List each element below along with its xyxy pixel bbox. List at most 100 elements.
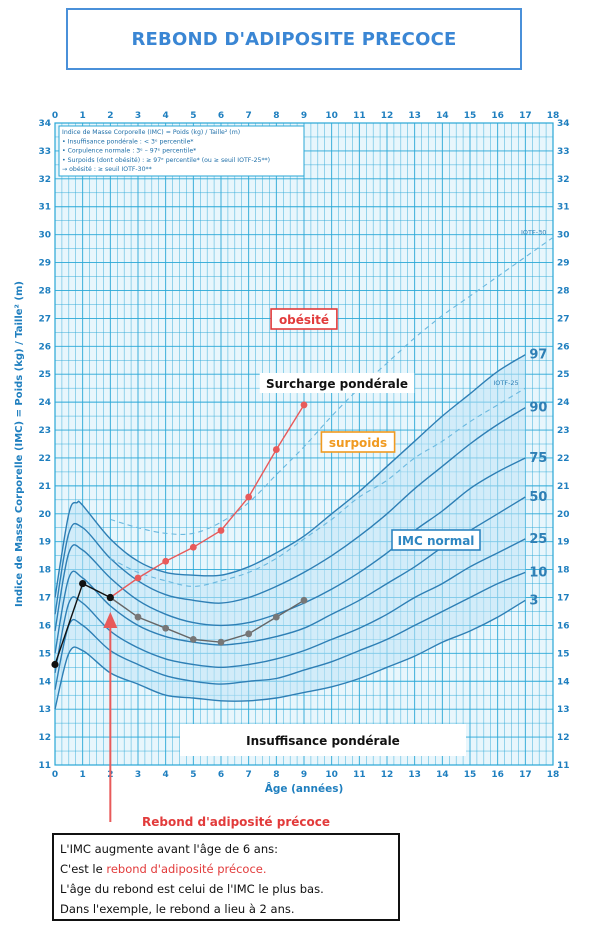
y-tick-right: 11	[557, 761, 570, 771]
y-tick-right: 31	[557, 203, 570, 213]
y-tick-left: 32	[38, 175, 51, 185]
x-tick-top: 0	[52, 111, 58, 121]
x-tick-bottom: 15	[464, 770, 477, 780]
y-tick-left: 14	[38, 677, 51, 687]
x-tick-top: 10	[325, 111, 338, 121]
x-tick-top: 12	[381, 111, 394, 121]
y-tick-right: 23	[557, 426, 570, 436]
x-tick-bottom: 12	[381, 770, 394, 780]
data-point-red	[162, 557, 170, 565]
y-tick-left: 18	[38, 566, 51, 576]
x-tick-bottom: 5	[190, 770, 196, 780]
y-tick-right: 25	[557, 370, 570, 380]
x-tick-top: 6	[218, 111, 224, 121]
series-line-gray	[109, 596, 305, 643]
legend-line-1: Indice de Masse Corporelle (IMC) = Poids…	[62, 129, 240, 136]
y-tick-right: 19	[557, 538, 570, 548]
note-line-2-prefix: C'est le	[60, 862, 107, 876]
x-tick-top: 13	[408, 111, 421, 121]
data-point-gray	[300, 596, 308, 604]
curve-90	[54, 407, 526, 615]
x-tick-top: 9	[301, 111, 307, 121]
zone-label-surpoids-box	[320, 431, 396, 453]
x-tick-bottom: 9	[301, 770, 307, 780]
chart-axes: 0011223344556677889910101111121213131414…	[14, 111, 570, 795]
y-tick-left: 23	[38, 426, 51, 436]
y-axis-label: Indice de Masse Corporelle (IMC) = Poids…	[14, 281, 25, 607]
x-tick-bottom: 0	[52, 770, 58, 780]
curve-label-iotf-30: IOTF-30	[521, 228, 546, 236]
y-tick-left: 33	[38, 147, 51, 157]
y-tick-right: 20	[557, 510, 570, 520]
y-tick-right: 17	[557, 594, 570, 604]
y-tick-left: 20	[38, 510, 51, 520]
legend-line-2: • Insuffisance pondérale : < 3ᵉ percenti…	[62, 137, 194, 145]
note-line-2-highlight: rebond d'adiposité précoce.	[106, 862, 267, 876]
x-tick-bottom: 10	[325, 770, 338, 780]
y-tick-left: 28	[38, 286, 51, 296]
note-line-1: L'IMC augmente avant l'âge de 6 ans:	[60, 842, 279, 856]
y-tick-left: 30	[38, 231, 51, 241]
x-axis-label: Âge (années)	[265, 782, 344, 795]
y-tick-left: 29	[38, 259, 51, 269]
data-point-gray	[272, 613, 280, 621]
y-tick-left: 31	[38, 203, 51, 213]
zone-label-surcharge: Surcharge pondérale	[266, 377, 408, 391]
legend-box	[58, 125, 305, 177]
y-tick-right: 28	[557, 286, 570, 296]
note-box: L'IMC augmente avant l'âge de 6 ans: C'e…	[52, 833, 400, 921]
zone-label-surpoids: surpoids	[329, 436, 387, 450]
x-tick-bottom: 4	[163, 770, 169, 780]
x-tick-bottom: 13	[408, 770, 421, 780]
data-point-red	[272, 446, 280, 453]
curve-label-p90: 90	[529, 401, 547, 416]
y-tick-right: 24	[557, 398, 570, 408]
y-tick-right: 21	[557, 482, 570, 492]
y-tick-right: 13	[557, 705, 570, 715]
data-point-gray	[217, 638, 225, 646]
x-tick-top: 15	[464, 111, 477, 121]
zone-label-obesite: obésité	[279, 313, 329, 327]
data-point-red	[245, 493, 253, 501]
data-point-gray	[245, 630, 253, 638]
data-point-red	[134, 574, 142, 582]
x-tick-bottom: 1	[80, 770, 86, 780]
data-point-red	[189, 543, 197, 551]
data-point-black	[106, 593, 114, 602]
curve-label-p75: 75	[529, 451, 547, 466]
zone-label-imc-normal: IMC normal	[398, 534, 475, 548]
zone-labels: obésité Surcharge pondérale surpoids IMC no…	[180, 308, 481, 756]
x-tick-top: 4	[163, 111, 169, 121]
curve-label-p97: 97	[529, 348, 547, 363]
x-tick-top: 11	[353, 111, 366, 121]
curve-97	[54, 354, 526, 598]
y-tick-right: 14	[557, 677, 570, 687]
x-tick-bottom: 3	[135, 770, 141, 780]
series-line-red	[109, 404, 305, 599]
zone-label-imc-normal-box	[391, 529, 481, 551]
y-tick-right: 12	[557, 733, 570, 743]
y-tick-right: 30	[557, 231, 570, 241]
x-tick-bottom: 11	[353, 770, 366, 780]
x-tick-bottom: 16	[491, 770, 504, 780]
legend-line-4: • Surpoids (dont obésité) : ≥ 97ᵉ percen…	[62, 156, 270, 164]
y-tick-right: 26	[557, 342, 570, 352]
y-tick-left: 15	[38, 649, 51, 659]
zone-label-insuffisance: Insuffisance pondérale	[246, 734, 400, 748]
y-tick-left: 13	[38, 705, 51, 715]
y-tick-right: 32	[557, 175, 570, 185]
x-tick-top: 2	[107, 111, 113, 121]
y-tick-left: 19	[38, 538, 51, 548]
curve-iotf-30	[110, 236, 554, 535]
curve-label-p50: 50	[529, 490, 547, 505]
x-tick-top: 7	[246, 111, 252, 121]
x-tick-top: 1	[80, 111, 86, 121]
note-line-4: Dans l'exemple, le rebond a lieu à 2 ans…	[60, 902, 295, 916]
x-tick-top: 14	[436, 111, 449, 121]
y-tick-left: 34	[38, 119, 51, 129]
patient-series	[51, 401, 308, 669]
data-point-red	[300, 401, 308, 409]
x-tick-bottom: 14	[436, 770, 449, 780]
x-tick-bottom: 17	[519, 770, 532, 780]
